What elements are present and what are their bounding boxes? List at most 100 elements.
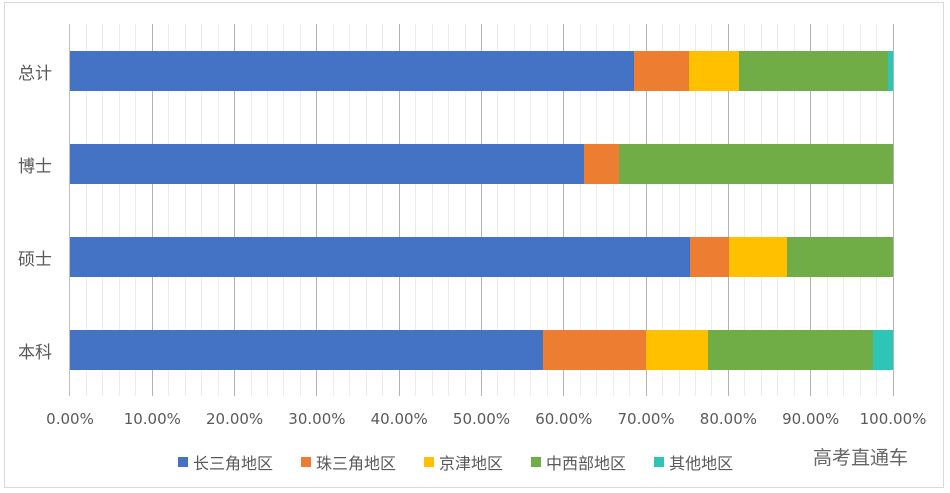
minor-gridline bbox=[843, 24, 845, 396]
bar-segment-3 bbox=[618, 143, 893, 184]
minor-gridline bbox=[678, 24, 680, 396]
bar-segment-3 bbox=[707, 329, 874, 370]
minor-gridline bbox=[250, 24, 252, 396]
minor-gridline bbox=[201, 24, 203, 396]
minor-gridline bbox=[365, 24, 367, 396]
legend-item: 长三角地区 bbox=[178, 450, 273, 474]
minor-gridline bbox=[382, 24, 384, 396]
legend-label: 中西部地区 bbox=[546, 454, 627, 473]
minor-gridline bbox=[793, 24, 795, 396]
x-axis-tick-label: 50.00% bbox=[452, 410, 511, 428]
legend-label: 京津地区 bbox=[439, 454, 504, 473]
minor-gridline bbox=[662, 24, 664, 396]
bar-segment-1 bbox=[689, 236, 730, 277]
minor-gridline bbox=[876, 24, 878, 396]
x-axis-tick-label: 60.00% bbox=[535, 410, 593, 428]
legend-swatch-icon bbox=[654, 457, 665, 467]
minor-gridline bbox=[859, 24, 861, 396]
y-axis-label: 本科 bbox=[18, 342, 52, 363]
bar-segment-1 bbox=[633, 50, 689, 91]
minor-gridline bbox=[826, 24, 828, 396]
minor-gridline bbox=[283, 24, 285, 396]
major-gridline bbox=[810, 24, 812, 396]
minor-gridline bbox=[431, 24, 433, 396]
legend-item: 中西部地区 bbox=[531, 450, 626, 474]
major-gridline bbox=[151, 24, 153, 396]
bar-segment-3 bbox=[786, 236, 893, 277]
legend-label: 其他地区 bbox=[669, 454, 734, 473]
x-axis-tick-label: 0.00% bbox=[46, 410, 94, 428]
bar-segment-4 bbox=[873, 329, 893, 370]
legend-item: 京津地区 bbox=[424, 450, 503, 474]
watermark: 高考直通车 bbox=[813, 447, 909, 469]
minor-gridline bbox=[118, 24, 120, 396]
minor-gridline bbox=[332, 24, 334, 396]
major-gridline bbox=[727, 24, 729, 396]
x-axis-tick-label: 100.00% bbox=[859, 410, 927, 428]
y-axis-label: 总计 bbox=[18, 63, 52, 84]
bar-segment-2 bbox=[688, 50, 740, 91]
minor-gridline bbox=[777, 24, 779, 396]
legend-item: 珠三角地区 bbox=[301, 450, 396, 474]
minor-gridline bbox=[102, 24, 104, 396]
bar-segment-1 bbox=[584, 143, 619, 184]
bar-1 bbox=[70, 143, 893, 184]
major-gridline bbox=[892, 24, 894, 396]
bar-2 bbox=[70, 236, 893, 277]
minor-gridline bbox=[415, 24, 417, 396]
legend: 长三角地区 珠三角地区 京津地区 中西部地区 其他地区 bbox=[178, 450, 761, 474]
minor-gridline bbox=[596, 24, 598, 396]
minor-gridline bbox=[612, 24, 614, 396]
bar-segment-2 bbox=[729, 236, 787, 277]
minor-gridline bbox=[546, 24, 548, 396]
minor-gridline bbox=[530, 24, 532, 396]
major-gridline bbox=[234, 24, 236, 396]
x-axis-tick-label: 70.00% bbox=[617, 410, 675, 428]
minor-gridline bbox=[694, 24, 696, 396]
legend-swatch-icon bbox=[424, 457, 435, 467]
minor-gridline bbox=[497, 24, 499, 396]
bar-segment-4 bbox=[888, 50, 893, 91]
major-gridline bbox=[563, 24, 565, 396]
legend-label: 珠三角地区 bbox=[316, 454, 397, 473]
legend-label: 长三角地区 bbox=[193, 454, 274, 473]
minor-gridline bbox=[744, 24, 746, 396]
y-axis-label: 硕士 bbox=[18, 249, 52, 270]
bar-segment-0 bbox=[70, 329, 544, 370]
minor-gridline bbox=[85, 24, 87, 396]
minor-gridline bbox=[349, 24, 351, 396]
minor-gridline bbox=[217, 24, 219, 396]
legend-item: 其他地区 bbox=[654, 450, 733, 474]
bar-segment-0 bbox=[70, 50, 634, 91]
bar-0 bbox=[70, 50, 893, 91]
minor-gridline bbox=[760, 24, 762, 396]
minor-gridline bbox=[267, 24, 269, 396]
minor-gridline bbox=[168, 24, 170, 396]
legend-swatch-icon bbox=[178, 457, 188, 467]
plot-area bbox=[69, 24, 894, 396]
bar-3 bbox=[70, 329, 893, 370]
minor-gridline bbox=[629, 24, 631, 396]
minor-gridline bbox=[448, 24, 450, 396]
legend-swatch-icon bbox=[301, 457, 312, 467]
bar-segment-1 bbox=[543, 329, 647, 370]
bar-segment-2 bbox=[646, 329, 708, 370]
minor-gridline bbox=[299, 24, 301, 396]
x-axis-tick-label: 90.00% bbox=[782, 410, 840, 428]
minor-gridline bbox=[464, 24, 466, 396]
y-axis-line bbox=[69, 24, 70, 396]
x-axis-tick-label: 40.00% bbox=[370, 410, 428, 428]
minor-gridline bbox=[711, 24, 713, 396]
y-axis-label: 博士 bbox=[18, 156, 52, 177]
legend-swatch-icon bbox=[531, 457, 542, 467]
bar-segment-0 bbox=[70, 143, 585, 184]
major-gridline bbox=[398, 24, 400, 396]
minor-gridline bbox=[513, 24, 515, 396]
major-gridline bbox=[645, 24, 647, 396]
bar-segment-3 bbox=[739, 50, 889, 91]
bar-segment-0 bbox=[70, 236, 690, 277]
major-gridline bbox=[481, 24, 482, 396]
minor-gridline bbox=[579, 24, 581, 396]
minor-gridline bbox=[184, 24, 186, 396]
x-axis-tick-label: 20.00% bbox=[205, 410, 264, 428]
